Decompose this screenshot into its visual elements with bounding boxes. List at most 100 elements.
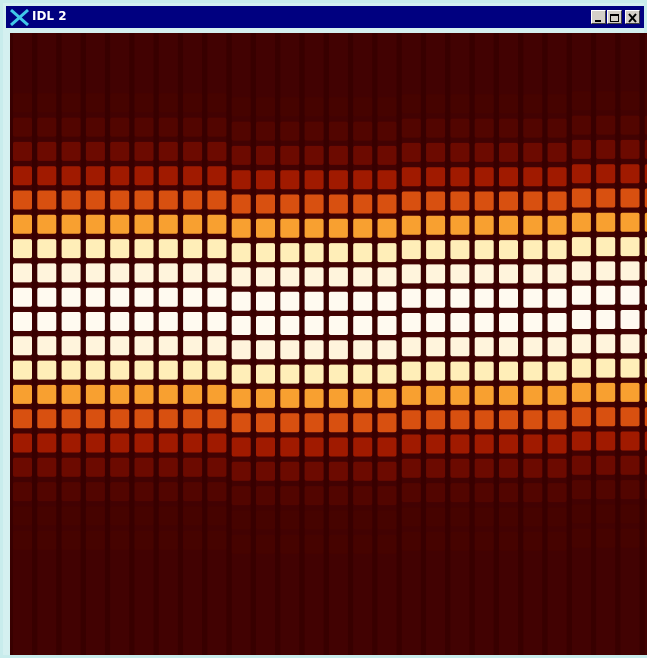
grid-cell — [159, 361, 178, 380]
grid-cell — [402, 410, 421, 429]
grid-cell — [402, 483, 421, 502]
grid-cell — [523, 313, 542, 332]
grid-cell — [280, 438, 299, 457]
grid-cell — [450, 240, 469, 259]
close-button[interactable] — [625, 10, 640, 24]
grid-cell — [475, 313, 494, 332]
grid-cell — [37, 142, 56, 161]
grid-cell — [475, 119, 494, 138]
grid-cell — [572, 140, 591, 159]
grid-cell — [329, 438, 348, 457]
grid-cell — [353, 510, 372, 529]
grid-cell — [523, 289, 542, 308]
grid-cell — [86, 288, 105, 307]
grid-cell — [572, 456, 591, 475]
grid-cell — [353, 535, 372, 554]
grid-cell — [353, 170, 372, 189]
grid-cell — [426, 507, 445, 526]
grid-cell — [110, 312, 129, 331]
grid-cell — [378, 122, 397, 141]
grid-cell — [37, 336, 56, 355]
grid-cell — [572, 432, 591, 451]
grid-cell — [135, 458, 154, 477]
grid-cell — [232, 365, 251, 384]
grid-cell — [329, 219, 348, 238]
grid-cell — [523, 264, 542, 283]
grid-cell — [402, 362, 421, 381]
grid-cell — [305, 486, 324, 505]
grid-cell — [548, 119, 567, 138]
grid-cell — [110, 118, 129, 137]
grid-cell — [37, 434, 56, 453]
grid-cell — [450, 313, 469, 332]
grid-cell — [207, 531, 226, 550]
grid-cell — [499, 483, 518, 502]
grid-cell — [621, 116, 640, 135]
grid-cell — [596, 310, 615, 329]
grid-cell — [499, 167, 518, 186]
grid-cell — [207, 361, 226, 380]
grid-cell — [450, 264, 469, 283]
grid-cell — [135, 263, 154, 282]
grid-cell — [621, 359, 640, 378]
grid-cell — [499, 386, 518, 405]
grid-cell — [426, 386, 445, 405]
grid-cell — [329, 316, 348, 335]
grid-cell — [475, 94, 494, 113]
grid-cell — [548, 289, 567, 308]
grid-cell — [378, 510, 397, 529]
grid-cell — [62, 336, 81, 355]
grid-cell — [183, 118, 202, 137]
grid-cell — [207, 482, 226, 501]
grid-cell — [378, 340, 397, 359]
grid-cell — [523, 216, 542, 235]
grid-cell — [256, 122, 275, 141]
grid-cell — [596, 237, 615, 256]
grid-cell — [280, 462, 299, 481]
grid-cell — [110, 142, 129, 161]
grid-cell — [110, 506, 129, 525]
maximize-button[interactable] — [607, 10, 622, 24]
grid-cell — [232, 486, 251, 505]
grid-cell — [207, 191, 226, 210]
grid-cell — [305, 267, 324, 286]
grid-cell — [256, 462, 275, 481]
grid-cell — [159, 215, 178, 234]
grid-cell — [86, 434, 105, 453]
grid-cell — [548, 313, 567, 332]
grid-cell — [305, 389, 324, 408]
grid-cell — [523, 410, 542, 429]
grid-cell — [353, 97, 372, 116]
grid-cell — [110, 385, 129, 404]
grid-cell — [159, 288, 178, 307]
grid-cell — [402, 289, 421, 308]
grid-cell — [13, 409, 32, 428]
grid-cell — [572, 334, 591, 353]
grid-cell — [232, 122, 251, 141]
grid-cell — [86, 191, 105, 210]
grid-cell — [280, 267, 299, 286]
grid-cell — [523, 386, 542, 405]
grid-cell — [523, 532, 542, 551]
grid-cell — [548, 167, 567, 186]
grid-cell — [548, 240, 567, 259]
grid-cell — [62, 239, 81, 258]
grid-cell — [548, 435, 567, 454]
grid-cell — [548, 507, 567, 526]
grid-cell — [13, 312, 32, 331]
grid-cell — [280, 195, 299, 214]
grid-cell — [305, 146, 324, 165]
grid-cell — [135, 409, 154, 428]
grid-cell — [13, 142, 32, 161]
grid-cell — [596, 213, 615, 232]
grid-cell — [110, 239, 129, 258]
grid-cell — [280, 365, 299, 384]
minimize-button[interactable] — [591, 10, 606, 24]
title-bar: IDL 2 — [6, 6, 644, 28]
grid-cell — [256, 365, 275, 384]
grid-cell — [13, 506, 32, 525]
grid-cell — [280, 243, 299, 262]
grid-cell — [596, 456, 615, 475]
grid-cell — [37, 288, 56, 307]
grid-cell — [523, 362, 542, 381]
